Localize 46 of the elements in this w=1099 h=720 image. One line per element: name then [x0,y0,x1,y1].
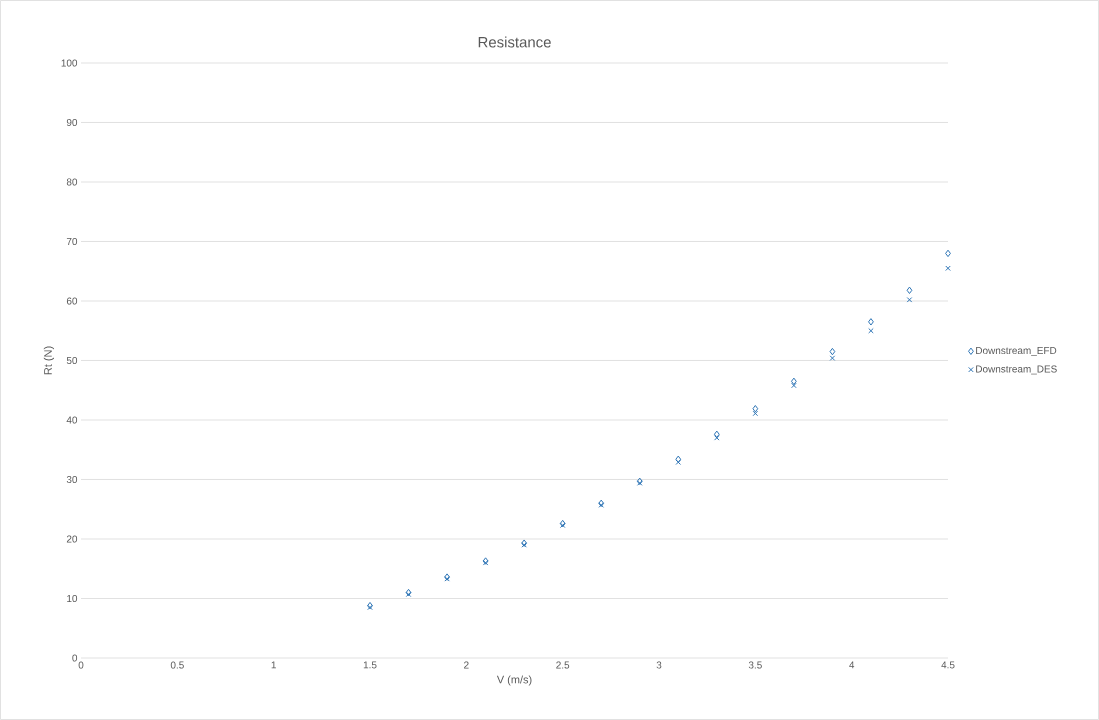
point [906,297,913,303]
x-tick-label: 4.5 [941,661,955,669]
y-tick-label: 20 [66,535,78,543]
point [444,573,450,581]
point [868,318,874,326]
y-tick-label: 0 [72,654,78,662]
x-tick-label: 0.5 [170,661,184,669]
point [444,576,450,582]
point [559,522,566,529]
point [713,430,720,438]
x-tick-label: 1 [271,661,276,669]
y-tick-label: 10 [67,594,78,603]
x-tick-label: 1.5 [363,661,377,669]
y-tick-label: 100 [61,59,78,67]
point [868,327,874,334]
point [521,539,528,547]
y-tick-label: 70 [66,237,78,246]
legend-label: Downstream_DES [976,365,1057,375]
point [791,382,797,389]
y-tick-label: 40 [66,416,78,424]
legend-label: Downstream_EFD [976,347,1057,356]
point [945,265,951,272]
point [521,542,527,548]
point [906,286,913,294]
y-tick-label: 30 [66,475,78,484]
point [675,459,682,465]
chart-title: Resistance [478,36,551,48]
point [829,347,836,356]
point [829,355,836,361]
point [752,410,759,417]
y-tick-label: 50 [66,356,78,365]
y-tick-label: 90 [66,118,78,127]
x-axis-title: V (m/s) [496,675,532,686]
x-tick-label: 3.5 [748,661,762,669]
point [714,435,720,441]
y-axis-title: Rt (N) [43,346,55,375]
x-tick-label: 3 [656,661,662,669]
point [790,377,797,386]
y-tick-label: 60 [66,297,78,305]
point [752,404,759,413]
x-tick-label: 2.5 [556,661,570,669]
x-tick-label: 2 [464,661,469,669]
x-tick-label: 4 [849,661,855,669]
point [559,519,566,528]
x-tick-label: 0 [78,661,84,669]
y-tick-label: 80 [66,178,78,186]
